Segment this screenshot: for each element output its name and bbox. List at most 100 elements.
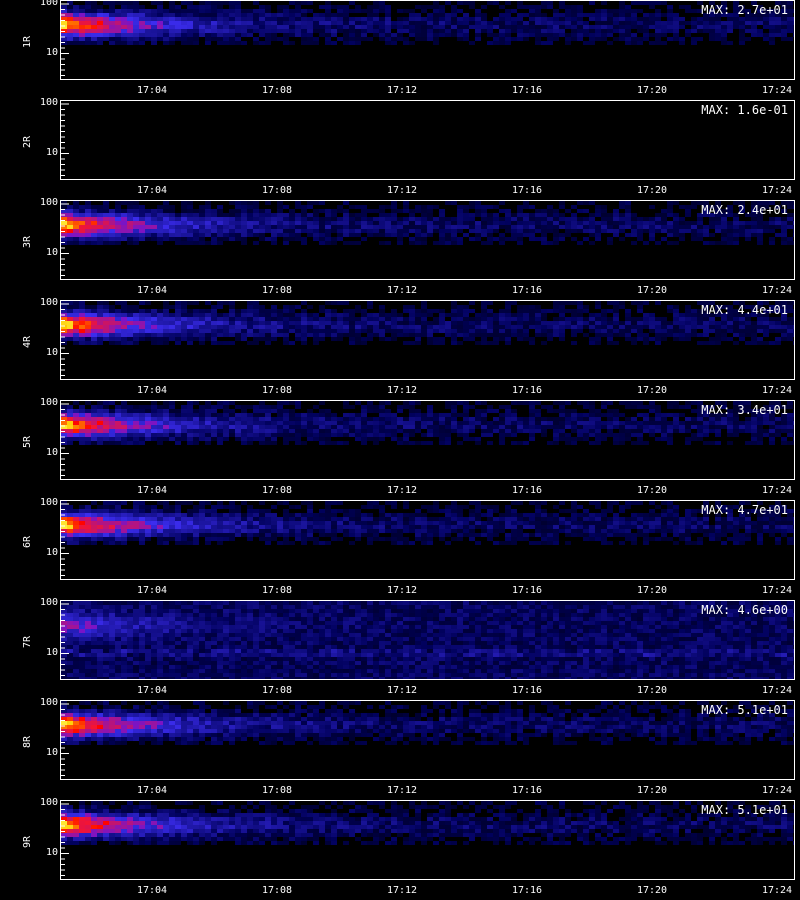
heatmap-cell bbox=[565, 9, 571, 13]
heatmap-cell bbox=[205, 437, 211, 441]
heatmap-cell bbox=[745, 517, 751, 521]
heatmap-cell bbox=[469, 25, 475, 29]
heatmap-cell bbox=[433, 29, 439, 33]
heatmap-cell bbox=[703, 409, 709, 413]
heatmap-cell bbox=[469, 405, 475, 409]
heatmap-cell bbox=[163, 317, 169, 321]
heatmap-cell bbox=[721, 313, 727, 317]
heatmap-cell bbox=[259, 337, 265, 341]
heatmap-cell bbox=[157, 233, 163, 237]
heatmap-cell bbox=[451, 409, 457, 413]
heatmap-cell bbox=[175, 513, 181, 517]
heatmap-cell bbox=[511, 525, 517, 529]
heatmap-cell bbox=[109, 33, 115, 37]
heatmap-cell bbox=[265, 237, 271, 241]
heatmap-cell bbox=[697, 325, 703, 329]
heatmap-cell bbox=[145, 433, 151, 437]
heatmap-cell bbox=[91, 409, 97, 413]
heatmap-cell bbox=[325, 513, 331, 517]
heatmap-cell bbox=[787, 513, 793, 517]
heatmap-cell bbox=[253, 333, 259, 337]
heatmap-cell bbox=[211, 337, 217, 341]
heatmap-cell bbox=[217, 413, 223, 417]
heatmap-cell bbox=[433, 205, 439, 209]
heatmap-cell bbox=[637, 217, 643, 221]
heatmap-cell bbox=[223, 313, 229, 317]
heatmap-cell bbox=[283, 241, 289, 245]
heatmap-cell bbox=[643, 333, 649, 337]
x-tick-label: 17:20 bbox=[636, 185, 668, 196]
heatmap-cell bbox=[691, 333, 697, 337]
heatmap-cell bbox=[595, 305, 601, 309]
heatmap-cell bbox=[367, 29, 373, 33]
heatmap-cell bbox=[403, 513, 409, 517]
heatmap-cell bbox=[391, 513, 397, 517]
heatmap-cell bbox=[223, 217, 229, 221]
heatmap-cell bbox=[751, 329, 757, 333]
heatmap-cell bbox=[595, 25, 601, 29]
heatmap-cell bbox=[559, 17, 565, 21]
x-tick-label: 17:12 bbox=[386, 85, 418, 96]
heatmap-cell bbox=[769, 9, 775, 13]
heatmap-cell bbox=[655, 217, 661, 221]
heatmap-cell bbox=[247, 29, 253, 33]
heatmap-cell bbox=[463, 421, 469, 425]
heatmap-cell bbox=[313, 513, 319, 517]
heatmap-cell bbox=[541, 213, 547, 217]
heatmap-cell bbox=[271, 305, 277, 309]
heatmap-cell bbox=[397, 33, 403, 37]
heatmap-cell bbox=[673, 405, 679, 409]
heatmap-cell bbox=[277, 321, 283, 325]
heatmap-cell bbox=[493, 321, 499, 325]
heatmap-cell bbox=[283, 501, 289, 505]
heatmap-cell bbox=[331, 425, 337, 429]
heatmap-cell bbox=[661, 41, 667, 45]
heatmap-cell bbox=[673, 213, 679, 217]
heatmap-cell bbox=[169, 41, 175, 45]
heatmap-cell bbox=[295, 33, 301, 37]
heatmap-cell bbox=[343, 329, 349, 333]
heatmap-cell bbox=[79, 429, 85, 433]
heatmap-cell bbox=[625, 209, 631, 213]
heatmap-cell bbox=[295, 201, 301, 205]
heatmap-cell bbox=[373, 209, 379, 213]
heatmap-cell bbox=[385, 205, 391, 209]
heatmap-cell bbox=[205, 309, 211, 313]
heatmap-cell bbox=[661, 237, 667, 241]
heatmap-cell bbox=[337, 501, 343, 505]
heatmap-cell bbox=[367, 425, 373, 429]
heatmap-cell bbox=[559, 421, 565, 425]
heatmap-cell bbox=[115, 317, 121, 321]
heatmap-cell bbox=[301, 441, 307, 445]
x-tick-label: 17:24 bbox=[761, 185, 793, 196]
heatmap-cell bbox=[553, 241, 559, 245]
heatmap-cell bbox=[757, 229, 763, 233]
heatmap-cell bbox=[145, 13, 151, 17]
heatmap-cell bbox=[61, 433, 67, 437]
heatmap-cell bbox=[379, 9, 385, 13]
heatmap-cell bbox=[91, 433, 97, 437]
heatmap-cell bbox=[775, 305, 781, 309]
heatmap-cell bbox=[487, 309, 493, 313]
heatmap-cell bbox=[181, 321, 187, 325]
heatmap-cell bbox=[523, 309, 529, 313]
heatmap-cell bbox=[517, 25, 523, 29]
heatmap-cell bbox=[505, 325, 511, 329]
heatmap-cell bbox=[325, 317, 331, 321]
heatmap-cell bbox=[751, 437, 757, 441]
heatmap-cell bbox=[685, 405, 691, 409]
heatmap-cell bbox=[277, 217, 283, 221]
heatmap-cell bbox=[121, 425, 127, 429]
heatmap-cell bbox=[151, 13, 157, 17]
heatmap-cell bbox=[493, 1, 499, 5]
heatmap-cell bbox=[61, 301, 67, 305]
heatmap-cell bbox=[247, 525, 253, 529]
heatmap-cell bbox=[223, 321, 229, 325]
heatmap-cell bbox=[157, 5, 163, 9]
heatmap-cell bbox=[427, 229, 433, 233]
heatmap-cell bbox=[409, 237, 415, 241]
heatmap-cell bbox=[235, 37, 241, 41]
heatmap-cell bbox=[97, 317, 103, 321]
heatmap-cell bbox=[163, 425, 169, 429]
heatmap-cell bbox=[595, 233, 601, 237]
